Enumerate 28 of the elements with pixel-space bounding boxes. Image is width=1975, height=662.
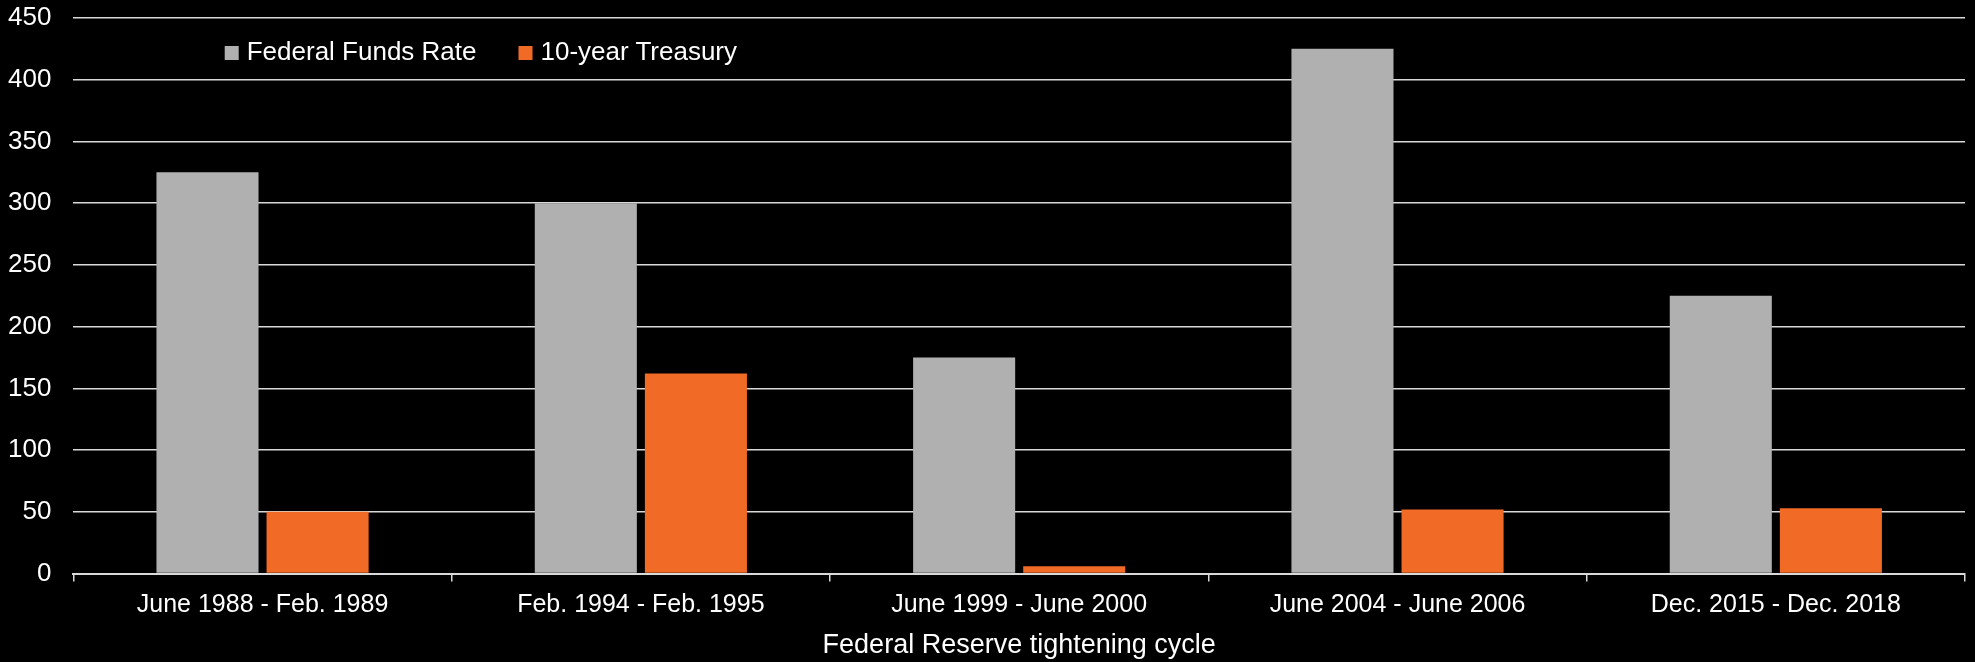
- legend-label: 10-year Treasury: [540, 36, 738, 67]
- y-tick-label: 300: [7, 186, 52, 217]
- x-tick-label: Feb. 1994 - Feb. 1995: [517, 589, 765, 618]
- bar: [913, 357, 1016, 573]
- y-tick-label: 400: [7, 62, 52, 93]
- y-tick-label: 200: [7, 309, 52, 340]
- bar: [1669, 295, 1772, 573]
- bar: [644, 373, 747, 573]
- bar: [156, 172, 259, 573]
- x-tick-label: June 2004 - June 2006: [1269, 589, 1526, 618]
- bar: [1779, 508, 1882, 573]
- bar: [1023, 566, 1126, 573]
- x-tick-label: Dec. 2015 - Dec. 2018: [1650, 589, 1901, 618]
- x-tick-label: June 1999 - June 2000: [891, 589, 1148, 618]
- y-tick-label: 50: [22, 495, 52, 526]
- y-tick-label: 250: [7, 248, 52, 279]
- x-axis-title: Federal Reserve tightening cycle: [822, 629, 1216, 660]
- y-tick-label: 100: [7, 433, 52, 464]
- bar: [534, 203, 637, 573]
- y-tick-label: 0: [36, 556, 52, 587]
- y-tick-label: 350: [7, 124, 52, 155]
- bar: [1291, 48, 1394, 573]
- bar: [1401, 509, 1504, 573]
- bar: [266, 511, 369, 573]
- legend-label: Federal Funds Rate: [246, 36, 477, 67]
- y-tick-label: 450: [7, 1, 52, 32]
- y-tick-label: 150: [7, 371, 52, 402]
- x-tick-label: June 1988 - Feb. 1989: [136, 589, 389, 618]
